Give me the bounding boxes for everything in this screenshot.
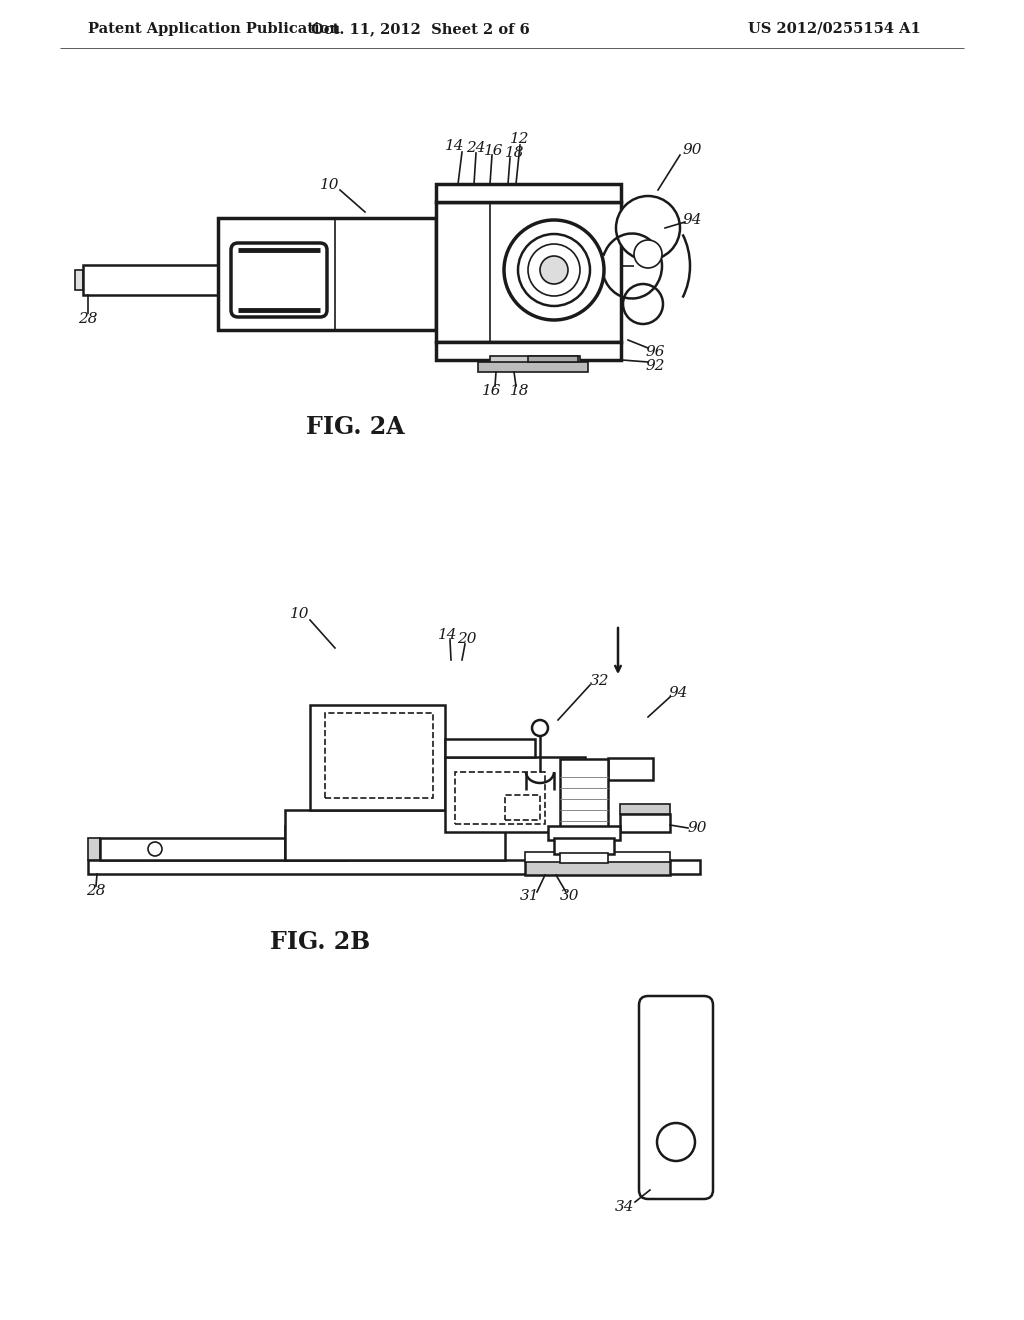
Text: 92: 92 xyxy=(645,359,665,374)
Bar xyxy=(560,759,608,828)
Bar xyxy=(505,795,540,820)
Text: 96: 96 xyxy=(645,345,665,359)
Bar xyxy=(218,218,436,330)
Text: 18: 18 xyxy=(505,147,524,160)
Circle shape xyxy=(657,1123,695,1162)
Bar xyxy=(325,713,433,799)
Bar xyxy=(75,271,83,290)
Text: 10: 10 xyxy=(321,178,340,191)
FancyBboxPatch shape xyxy=(231,243,327,317)
Bar xyxy=(455,772,545,824)
Text: 20: 20 xyxy=(458,632,477,645)
Text: 32: 32 xyxy=(590,675,609,688)
Bar xyxy=(608,758,653,780)
Text: 14: 14 xyxy=(438,628,458,642)
Text: Patent Application Publication: Patent Application Publication xyxy=(88,22,340,36)
Text: 24: 24 xyxy=(466,141,485,154)
Bar xyxy=(445,756,585,832)
Bar xyxy=(445,739,535,756)
Bar xyxy=(560,853,608,863)
Circle shape xyxy=(504,220,604,319)
Bar xyxy=(620,814,670,832)
Text: 28: 28 xyxy=(86,884,105,898)
Circle shape xyxy=(634,240,662,268)
FancyBboxPatch shape xyxy=(639,997,713,1199)
Bar xyxy=(548,826,620,840)
Bar xyxy=(100,838,285,861)
Text: 30: 30 xyxy=(560,888,580,903)
Text: 94: 94 xyxy=(682,213,701,227)
Text: 14: 14 xyxy=(445,139,465,153)
Text: 16: 16 xyxy=(482,384,502,399)
Circle shape xyxy=(528,244,580,296)
Bar xyxy=(525,861,670,875)
Text: 94: 94 xyxy=(669,686,688,700)
Text: FIG. 2B: FIG. 2B xyxy=(270,931,370,954)
Bar xyxy=(525,851,670,862)
Bar xyxy=(88,861,700,874)
Text: 34: 34 xyxy=(615,1200,635,1214)
Circle shape xyxy=(148,842,162,855)
Bar xyxy=(478,362,588,372)
Text: 18: 18 xyxy=(510,384,529,399)
Bar xyxy=(83,265,218,294)
Bar xyxy=(490,356,580,364)
Bar xyxy=(436,202,621,342)
Bar xyxy=(285,826,300,838)
Text: 31: 31 xyxy=(520,888,540,903)
Bar xyxy=(310,705,445,810)
Text: 16: 16 xyxy=(484,144,504,158)
Bar xyxy=(285,838,345,861)
Text: US 2012/0255154 A1: US 2012/0255154 A1 xyxy=(748,22,921,36)
Circle shape xyxy=(623,284,663,323)
Text: 90: 90 xyxy=(682,143,701,157)
Text: 10: 10 xyxy=(290,607,309,620)
Circle shape xyxy=(540,256,568,284)
Circle shape xyxy=(518,234,590,306)
Bar xyxy=(528,356,578,362)
Bar xyxy=(300,834,350,842)
Text: FIG. 2A: FIG. 2A xyxy=(306,414,404,440)
Text: 90: 90 xyxy=(687,821,707,836)
Bar xyxy=(436,183,621,202)
Bar xyxy=(620,804,670,814)
Bar xyxy=(285,810,505,861)
Circle shape xyxy=(616,195,680,260)
Text: Oct. 11, 2012  Sheet 2 of 6: Oct. 11, 2012 Sheet 2 of 6 xyxy=(310,22,529,36)
Text: 12: 12 xyxy=(510,132,529,147)
Bar xyxy=(436,342,621,360)
Circle shape xyxy=(532,719,548,737)
Text: 28: 28 xyxy=(78,312,97,326)
Bar xyxy=(88,838,100,861)
Bar xyxy=(554,838,614,854)
